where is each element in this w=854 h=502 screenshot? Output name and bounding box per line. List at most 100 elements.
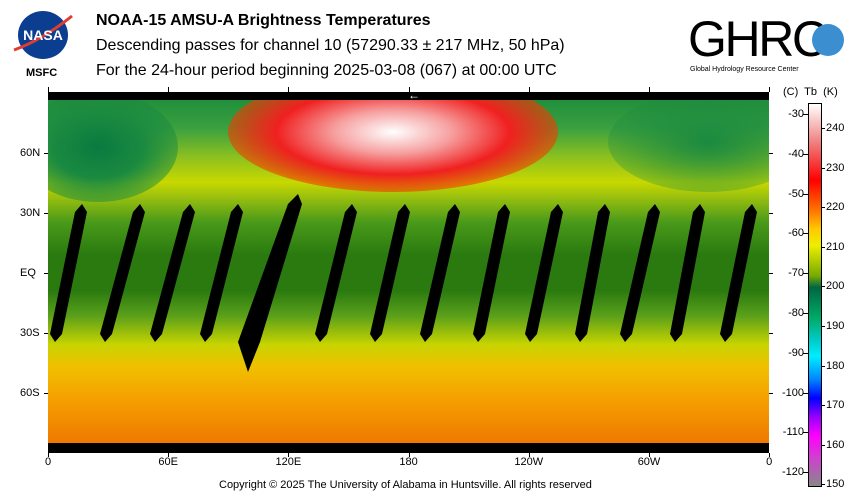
lat-tick xyxy=(769,273,773,274)
lon-label: 60E xyxy=(158,456,178,468)
kelvin-label: 190 xyxy=(826,320,845,332)
lon-label: 180 xyxy=(399,456,418,468)
lat-tick xyxy=(44,153,48,154)
lon-label: 0 xyxy=(44,456,52,468)
lon-tick xyxy=(288,87,290,92)
missing-swath xyxy=(575,204,610,342)
celsius-tick xyxy=(803,153,808,155)
kelvin-label: 180 xyxy=(826,359,845,372)
celsius-label: -60 xyxy=(788,227,804,240)
kelvin-tick xyxy=(821,484,825,486)
nasa-logo: NASA xyxy=(13,11,73,59)
kelvin-label: 170 xyxy=(826,399,845,412)
lon-tick xyxy=(408,453,410,457)
lat-label: EQ xyxy=(20,267,36,279)
missing-swath xyxy=(200,204,243,342)
lon-tick xyxy=(528,453,530,457)
ghrc-logo: GHRC Global Hydrology Resource Center xyxy=(688,11,844,73)
kelvin-tick xyxy=(821,326,825,327)
msfc-label: MSFC xyxy=(26,67,58,79)
missing-swath xyxy=(525,204,563,342)
lat-label: 30S xyxy=(20,327,40,339)
kelvin-label: 150 xyxy=(826,478,845,491)
kelvin-label: 160 xyxy=(826,438,845,451)
lat-label: 30N xyxy=(20,207,41,219)
kelvin-label: 210 xyxy=(826,240,845,253)
svg-text:Global Hydrology Resource Cent: Global Hydrology Resource Center xyxy=(690,66,799,73)
celsius-label: -40 xyxy=(788,147,804,160)
missing-swath xyxy=(473,204,510,342)
lon-tick xyxy=(649,87,650,92)
lon-label: 60W xyxy=(637,456,661,468)
celsius-tick xyxy=(803,273,808,275)
missing-swath xyxy=(315,204,357,342)
kelvin-label: 230 xyxy=(826,161,845,174)
missing-swath xyxy=(150,204,195,342)
lat-tick xyxy=(44,333,48,334)
celsius-tick xyxy=(803,233,808,235)
lon-label: 120E xyxy=(275,456,302,468)
kelvin-tick xyxy=(821,246,825,248)
data-gaps xyxy=(50,194,757,372)
lon-label: 120W xyxy=(514,456,544,468)
kelvin-tick xyxy=(821,207,825,209)
brightness-map: ← xyxy=(48,92,769,453)
missing-swath xyxy=(50,204,87,342)
kelvin-tick xyxy=(821,167,825,169)
lat-tick xyxy=(44,213,48,214)
north-pole-gap xyxy=(48,92,769,100)
celsius-tick xyxy=(803,432,808,434)
copyright: Copyright © 2025 The University of Alaba… xyxy=(219,479,592,491)
celsius-tick xyxy=(803,114,808,115)
celsius-label: -120 xyxy=(781,466,804,479)
celsius-label: -30 xyxy=(788,108,804,120)
lon-tick xyxy=(649,453,650,457)
kelvin-label: 200 xyxy=(826,280,845,293)
lon-tick xyxy=(168,87,170,92)
lon-tick xyxy=(288,453,290,457)
period: For the 24-hour period beginning 2025-03… xyxy=(96,62,557,79)
lat-tick xyxy=(769,393,773,394)
celsius-tick xyxy=(803,352,808,354)
celsius-label: -110 xyxy=(782,426,804,439)
lon-tick xyxy=(48,87,49,92)
lat-label: 60N xyxy=(20,147,41,159)
kelvin-tick xyxy=(821,128,825,129)
celsius-tick xyxy=(803,313,808,314)
lat-tick xyxy=(769,333,773,334)
lat-tick xyxy=(769,213,773,214)
celsius-label: -100 xyxy=(781,386,804,399)
colorbar-header: (C) Tb (K) xyxy=(783,86,838,98)
missing-swath xyxy=(100,204,145,342)
kelvin-tick xyxy=(821,405,825,407)
missing-swath xyxy=(720,204,757,342)
warm-anomaly xyxy=(228,92,558,192)
missing-swath xyxy=(620,204,660,342)
celsius-label: -70 xyxy=(788,267,804,280)
lat-tick xyxy=(44,393,48,394)
orbit-direction-arrow: ← xyxy=(408,92,420,102)
missing-swath xyxy=(420,204,460,342)
page-title: NOAA-15 AMSU-A Brightness Temperatures xyxy=(96,12,431,29)
celsius-tick xyxy=(803,193,808,195)
colorbar xyxy=(808,103,822,487)
celsius-label: -80 xyxy=(788,307,804,319)
subtitle: Descending passes for channel 10 (57290.… xyxy=(96,37,565,54)
celsius-label: -90 xyxy=(788,346,804,359)
kelvin-label: 220 xyxy=(826,201,845,214)
lon-tick xyxy=(769,453,771,457)
lon-tick xyxy=(408,87,410,92)
cold-region xyxy=(608,92,769,192)
missing-swath xyxy=(370,204,410,342)
lat-tick xyxy=(44,273,48,274)
missing-swath xyxy=(670,204,705,342)
missing-swath xyxy=(238,194,302,372)
south-pole-gap xyxy=(48,443,769,453)
lat-label: 60S xyxy=(20,387,40,399)
celsius-label: -50 xyxy=(788,187,804,200)
celsius-tick xyxy=(803,392,808,394)
lon-tick xyxy=(48,453,49,457)
lon-tick xyxy=(528,87,530,92)
svg-text:GHRC: GHRC xyxy=(688,11,828,67)
